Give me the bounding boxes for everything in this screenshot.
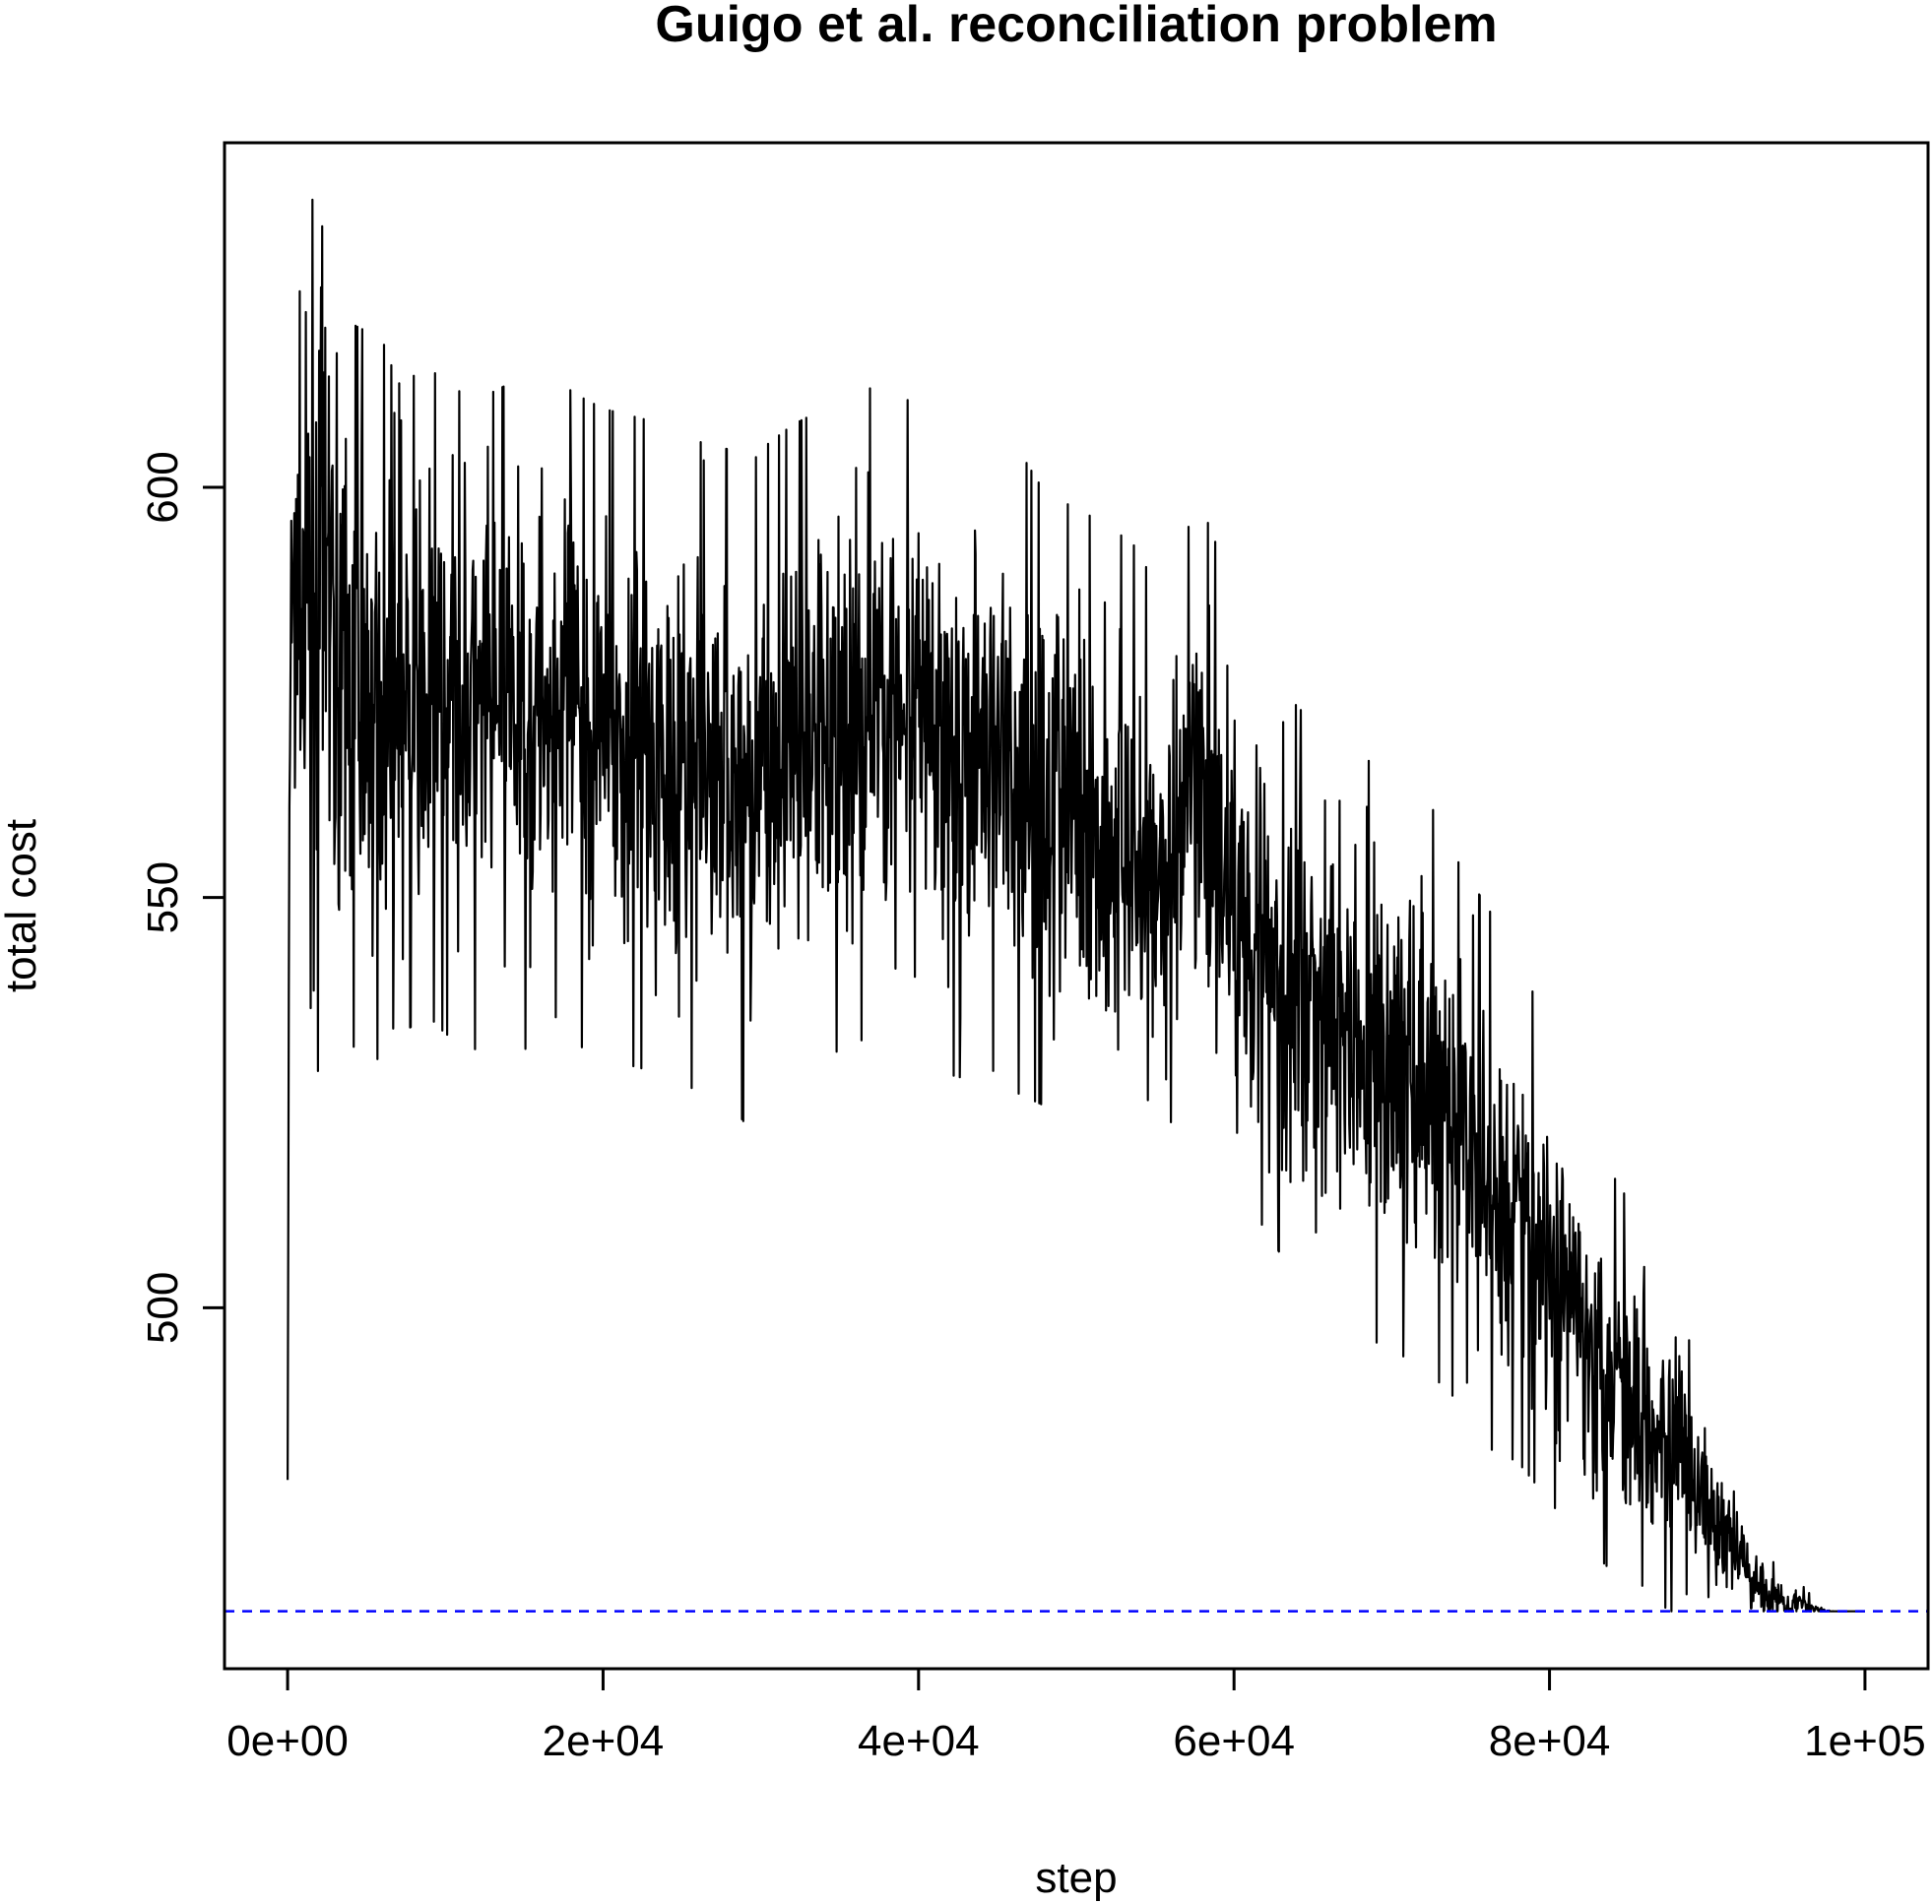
- y-tick-label: 550: [139, 861, 187, 933]
- x-axis: 0e+00 2e+04 4e+04 6e+04 8e+04 1e+05: [226, 1667, 1926, 1765]
- x-tick-label: 6e+04: [1173, 1717, 1295, 1765]
- x-tick-label: 8e+04: [1489, 1717, 1611, 1765]
- x-tick-label: 4e+04: [858, 1717, 980, 1765]
- series-line: [287, 198, 1866, 1613]
- x-tick-label: 2e+04: [543, 1717, 665, 1765]
- x-tick-label: 0e+00: [226, 1717, 349, 1765]
- y-axis: 500 550 600: [139, 451, 226, 1344]
- x-axis-label: step: [1035, 1854, 1117, 1902]
- x-tick-label: 1e+05: [1804, 1717, 1926, 1765]
- plot-area: [225, 198, 1928, 1613]
- y-axis-label: total cost: [0, 819, 45, 992]
- chart-title: Guigo et al. reconciliation problem: [655, 0, 1497, 53]
- y-tick-label: 500: [139, 1272, 187, 1344]
- y-tick-label: 600: [139, 451, 187, 523]
